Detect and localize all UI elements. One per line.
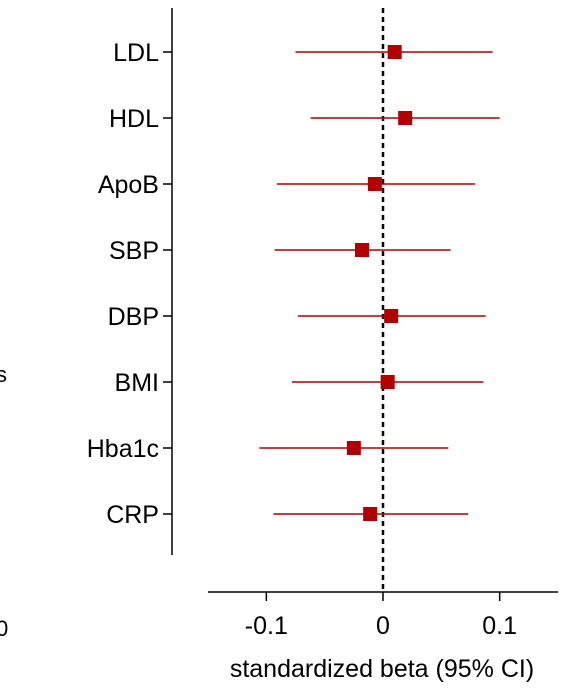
category-label: DBP bbox=[108, 303, 159, 331]
category-label: BMI bbox=[115, 369, 159, 397]
edge-fragment-left-bottom: 0 bbox=[0, 616, 8, 641]
estimate-marker bbox=[367, 177, 382, 191]
category-label: ApoB bbox=[98, 171, 159, 199]
estimate-marker bbox=[346, 441, 361, 455]
category-label: SBP bbox=[109, 237, 159, 265]
estimate-marker bbox=[384, 309, 399, 323]
estimate-marker bbox=[398, 111, 413, 125]
category-label: CRP bbox=[106, 501, 159, 529]
x-tick-label: -0.1 bbox=[245, 612, 288, 640]
category-label: Hba1c bbox=[87, 435, 159, 463]
x-tick-label: 0 bbox=[376, 612, 390, 640]
x-axis-title: standardized beta (95% CI) bbox=[230, 655, 534, 683]
estimate-marker bbox=[355, 243, 369, 257]
category-label: HDL bbox=[109, 105, 159, 133]
category-label: LDL bbox=[113, 39, 159, 67]
estimate-marker bbox=[380, 375, 395, 389]
estimate-marker bbox=[387, 45, 402, 59]
x-tick-label: 0.1 bbox=[482, 612, 517, 640]
estimate-marker bbox=[363, 507, 378, 521]
edge-fragment-left-middle: s bbox=[0, 362, 7, 387]
